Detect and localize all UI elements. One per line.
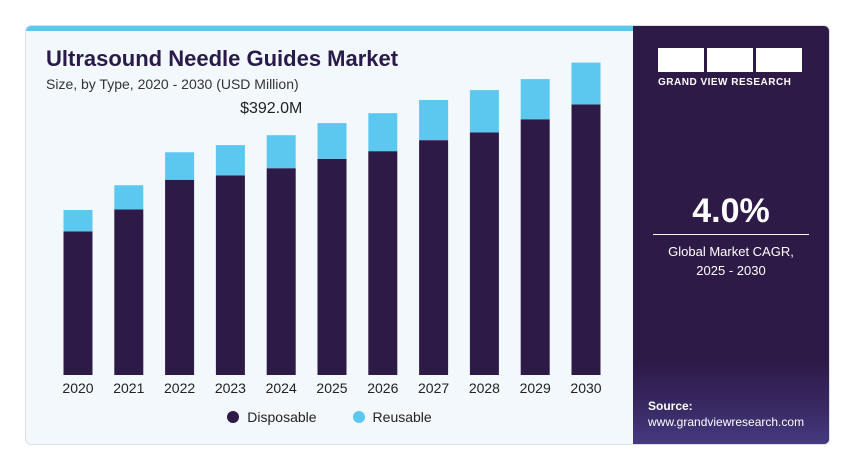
bar-disposable-2027 (419, 140, 449, 375)
bar-disposable-2020 (63, 231, 93, 375)
bar-disposable-2029 (520, 119, 550, 375)
bar-reusable-2021 (114, 185, 144, 210)
source-label: Source: (648, 399, 693, 413)
x-tick-label-2023: 2023 (215, 380, 246, 396)
cagr-label: Global Market CAGR, 2025 - 2030 (633, 242, 829, 280)
bar-reusable-2020 (63, 210, 93, 232)
bar-reusable-2030 (571, 62, 601, 105)
bar-disposable-2024 (266, 168, 296, 375)
bar-reusable-2024 (266, 135, 296, 169)
source-link[interactable]: www.grandviewresearch.com (648, 415, 805, 429)
cagr-divider (653, 234, 809, 235)
legend-swatch-reusable (352, 411, 365, 423)
logo-block-r (756, 48, 802, 72)
x-tick-label-2028: 2028 (469, 380, 500, 396)
bar-disposable-2021 (114, 209, 144, 375)
legend-label-disposable: Disposable (247, 409, 317, 425)
chart-subtitle: Size, by Type, 2020 - 2030 (USD Million) (46, 76, 299, 92)
chart-card: Ultrasound Needle Guides Market Size, by… (25, 25, 830, 445)
x-tick-label-2029: 2029 (520, 380, 551, 396)
x-tick-label-2026: 2026 (367, 380, 398, 396)
bar-reusable-2027 (419, 100, 449, 141)
bar-reusable-2025 (317, 123, 347, 159)
legend-item-reusable: Reusable (352, 409, 432, 425)
x-tick-label-2020: 2020 (62, 380, 93, 396)
bar-chart: 2020 2021 2022 2023 2024 $392.0M 2025 2026 2027 2… (62, 62, 602, 396)
cagr-label-line1: Global Market CAGR, (668, 244, 794, 259)
bar-reusable-2028 (469, 90, 499, 133)
data-label-2024: $392.0M (240, 100, 302, 117)
logo-block-g (658, 48, 704, 72)
source-note: Source: www.grandviewresearch.com (648, 398, 804, 430)
brand-logo: GRAND VIEW RESEARCH (658, 48, 808, 88)
bar-disposable-2030 (571, 104, 601, 376)
logo-mark (658, 48, 808, 72)
bar-reusable-2022 (165, 152, 195, 180)
bar-disposable-2028 (469, 132, 499, 375)
decorative-grid (633, 361, 829, 444)
bar-disposable-2022 (165, 179, 195, 375)
bar-disposable-2023 (215, 175, 245, 375)
bar-reusable-2023 (215, 145, 245, 176)
bar-disposable-2026 (368, 151, 398, 375)
x-tick-label-2022: 2022 (164, 380, 195, 396)
legend-item-disposable: Disposable (227, 409, 317, 425)
x-tick-label-2021: 2021 (113, 380, 144, 396)
logo-text: GRAND VIEW RESEARCH (658, 77, 792, 88)
chart-title: Ultrasound Needle Guides Market (46, 46, 399, 71)
x-tick-label-2030: 2030 (570, 380, 601, 396)
legend-swatch-disposable (227, 411, 240, 423)
legend-label-reusable: Reusable (372, 409, 432, 425)
bar-reusable-2026 (368, 113, 398, 152)
cagr-value: 4.0% (692, 192, 770, 230)
bar-disposable-2025 (317, 158, 347, 375)
x-tick-label-2024: 2024 (266, 380, 297, 396)
logo-block-v (707, 48, 753, 72)
accent-bar (26, 26, 633, 31)
side-panel: GRAND VIEW RESEARCH 4.0% Global Market C… (633, 26, 829, 444)
cagr-label-line2: 2025 - 2030 (696, 263, 766, 278)
bar-reusable-2029 (520, 79, 550, 120)
legend: Disposable Reusable (26, 409, 633, 425)
x-tick-label-2027: 2027 (418, 380, 449, 396)
x-tick-label-2025: 2025 (316, 380, 347, 396)
